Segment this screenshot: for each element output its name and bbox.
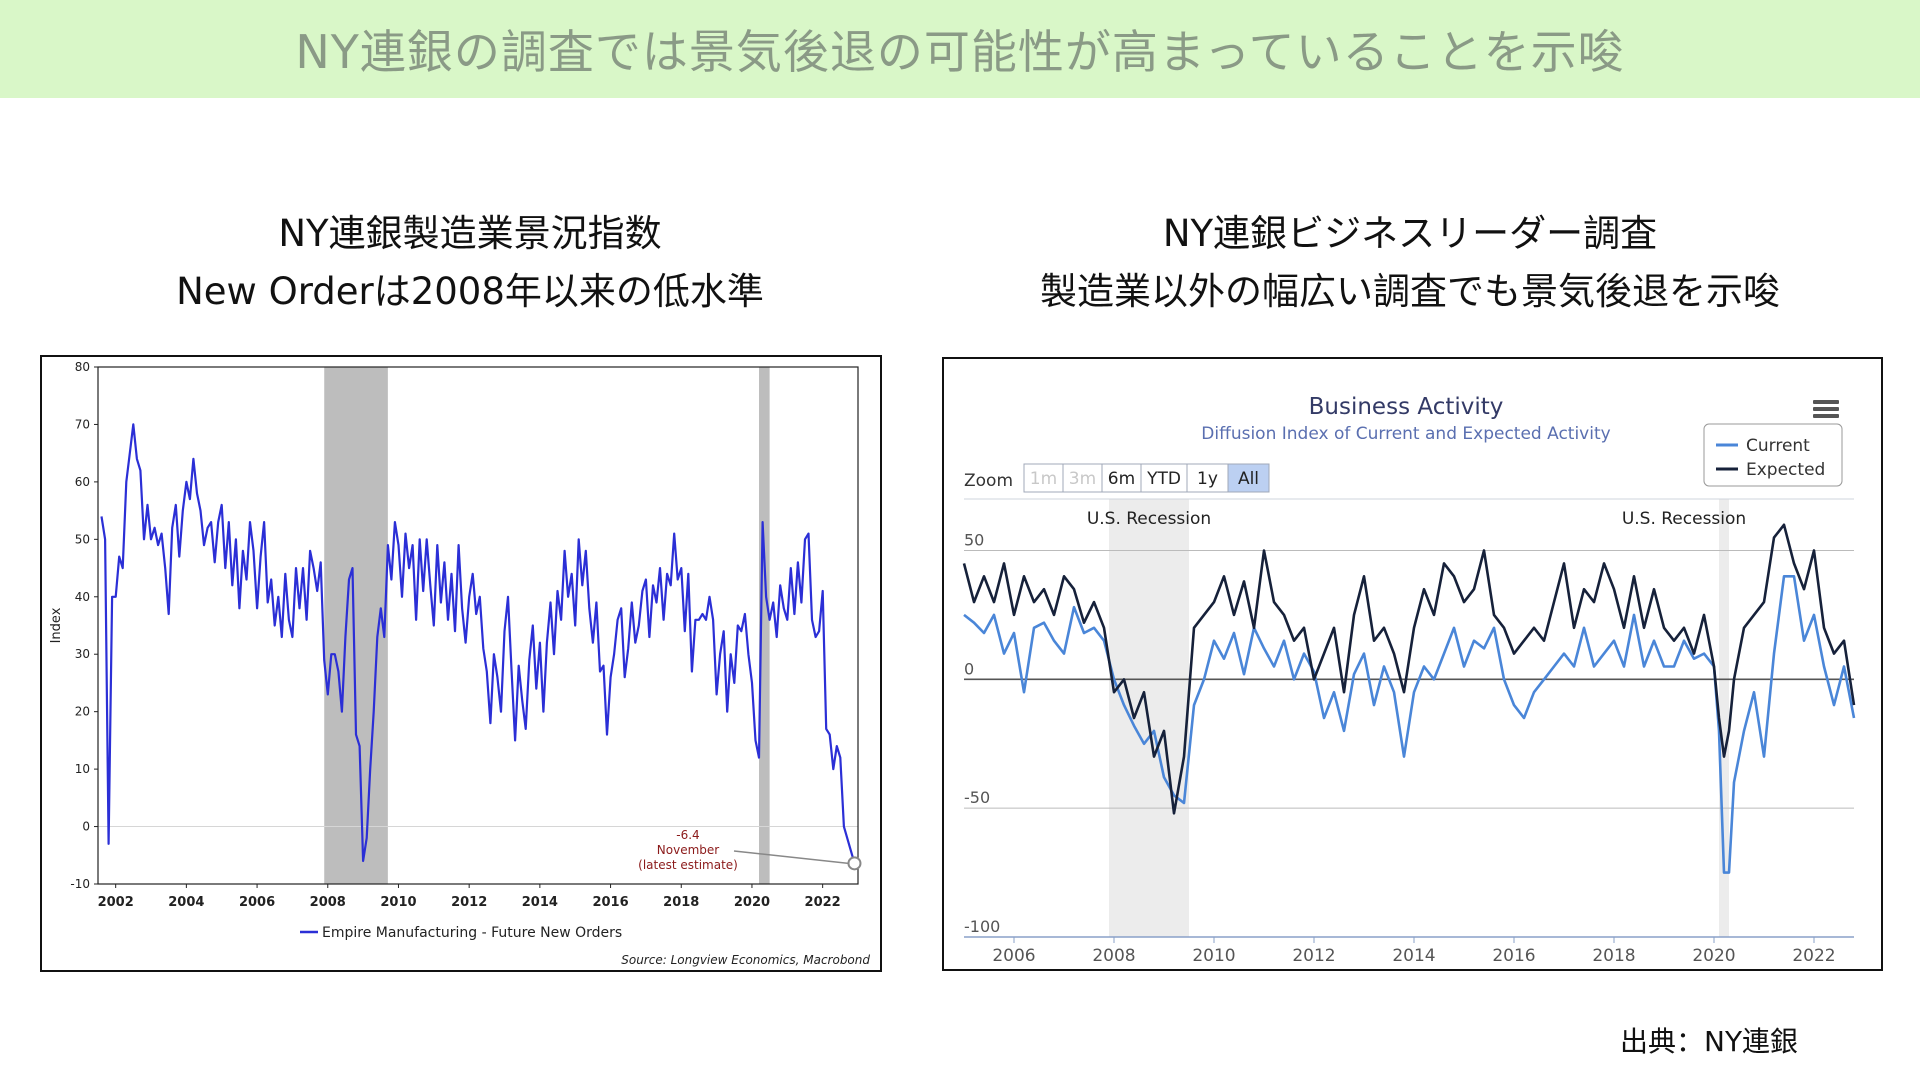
menu-bar (1813, 407, 1839, 411)
zoom-button-1y[interactable]: 1y (1186, 463, 1229, 493)
y-tick-label: 0 (82, 820, 90, 834)
annotation-marker (847, 856, 862, 871)
legend-label-expected: Expected (1746, 460, 1825, 480)
legend-label-current: Current (1746, 436, 1810, 456)
x-tick-label: 2010 (1192, 946, 1235, 966)
slide-banner: NY連銀の調査では景気後退の可能性が高まっていることを示唆 (0, 0, 1920, 98)
zoom-button-label: YTD (1146, 469, 1181, 489)
y-tick-label: 80 (75, 360, 90, 374)
left-chart-caption: NY連銀製造業景況指数 New Orderは2008年以来の低水準 (40, 205, 900, 321)
zoom-button-bg (1140, 463, 1188, 493)
x-tick-label: 2006 (992, 946, 1035, 966)
x-tick-label: 2012 (1292, 946, 1335, 966)
slide-title: NY連銀の調査では景気後退の可能性が高まっていることを示唆 (295, 25, 1625, 79)
x-tick-label: 2014 (522, 895, 558, 910)
zoom-button-label: 1m (1030, 469, 1057, 489)
x-tick-label: 2018 (663, 895, 699, 910)
annotation-value: -6.4 (676, 828, 699, 842)
zoom-button-bg (1227, 463, 1270, 493)
y-tick-label: 60 (75, 475, 90, 489)
chart-source: Source: Longview Economics, Macrobond (621, 953, 870, 967)
zoom-button-1m[interactable]: 1m (1023, 463, 1064, 493)
plot-frame (97, 366, 859, 885)
menu-bar (1813, 400, 1839, 404)
left-caption-line1: NY連銀製造業景況指数 (278, 212, 662, 255)
y-tick-label: 50 (75, 532, 90, 546)
empire-chart-panel: 80 70 60 50 40 30 20 10 0 -10 2002 2004 2006 2008 2010… (40, 355, 882, 972)
x-tick-label: 2022 (1792, 946, 1835, 966)
x-tick-label: 2006 (239, 895, 275, 910)
x-tick-label: 2004 (168, 895, 204, 910)
y-tick-label: -50 (964, 788, 990, 807)
legend-frame (1703, 423, 1843, 487)
zoom-button-bg (1062, 463, 1103, 493)
right-caption-line1: NY連銀ビジネスリーダー調査 (1162, 212, 1658, 255)
recession-label: U.S. Recession (1087, 509, 1211, 529)
y-tick-label: -100 (964, 917, 1000, 936)
x-tick-label: 2008 (1092, 946, 1135, 966)
y-tick-label: -10 (70, 877, 90, 891)
zoom-button-label: All (1238, 469, 1259, 489)
recession-band-0 (324, 367, 388, 884)
annotation-label: November (657, 843, 719, 857)
series-line-expected (962, 523, 1856, 815)
x-tick-label: 2014 (1392, 946, 1435, 966)
x-tick-label: 2002 (98, 895, 134, 910)
recession-band-1 (1719, 499, 1729, 937)
x-tick-label: 2020 (1692, 946, 1735, 966)
export-menu-icon[interactable] (1813, 400, 1839, 418)
y-tick-label: 10 (75, 762, 90, 776)
y-tick-label: 40 (75, 590, 90, 604)
right-caption-line2: 製造業以外の幅広い調査でも景気後退を示唆 (1040, 270, 1780, 313)
x-tick-label: 2012 (451, 895, 487, 910)
series-line-future-new-orders (100, 423, 856, 864)
x-tick-label: 2022 (805, 895, 841, 910)
x-tick-label: 2008 (310, 895, 346, 910)
annotation-leader (733, 850, 849, 865)
zoom-button-ytd[interactable]: YTD (1140, 463, 1188, 493)
x-tick-label: 2010 (380, 895, 416, 910)
zoom-label: Zoom (964, 471, 1013, 491)
y-tick-label: 70 (75, 417, 90, 431)
zoom-button-3m[interactable]: 3m (1062, 463, 1103, 493)
business-activity-chart: Business Activity Diffusion Index of Curr… (962, 394, 1856, 966)
x-tick-label: 2018 (1592, 946, 1635, 966)
recession-band-1 (759, 367, 770, 884)
y-tick-label: 30 (75, 647, 90, 661)
zoom-button-bg (1101, 463, 1142, 493)
x-tick-label: 2020 (734, 895, 770, 910)
zoom-button-all[interactable]: All (1227, 463, 1270, 493)
legend-label: Empire Manufacturing - Future New Orders (322, 925, 622, 941)
source-note: 出典：NY連銀 (1620, 1025, 1799, 1058)
zoom-button-6m[interactable]: 6m (1101, 463, 1142, 493)
legend-box: Current Expected (1703, 423, 1843, 487)
menu-bar (1813, 414, 1839, 418)
recession-label: U.S. Recession (1622, 509, 1746, 529)
right-chart-caption: NY連銀ビジネスリーダー調査 製造業以外の幅広い調査でも景気後退を示唆 (940, 205, 1880, 321)
y-tick-label: 0 (964, 659, 974, 678)
zoom-button-label: 3m (1069, 469, 1096, 489)
chart-subtitle: Diffusion Index of Current and Expected … (1201, 424, 1610, 444)
left-caption-line2: New Orderは2008年以来の低水準 (176, 270, 764, 313)
y-axis-label: Index (49, 607, 64, 643)
x-tick-label: 2016 (592, 895, 628, 910)
zoom-button-label: 6m (1108, 469, 1135, 489)
annotation-sublabel: (latest estimate) (638, 858, 738, 872)
chart-title: Business Activity (1309, 394, 1504, 420)
y-tick-label: 20 (75, 705, 90, 719)
zoom-button-label: 1y (1197, 469, 1218, 489)
x-tick-label: 2016 (1492, 946, 1535, 966)
y-tick-label: 50 (964, 531, 984, 550)
business-activity-panel: Business Activity Diffusion Index of Curr… (942, 357, 1883, 971)
